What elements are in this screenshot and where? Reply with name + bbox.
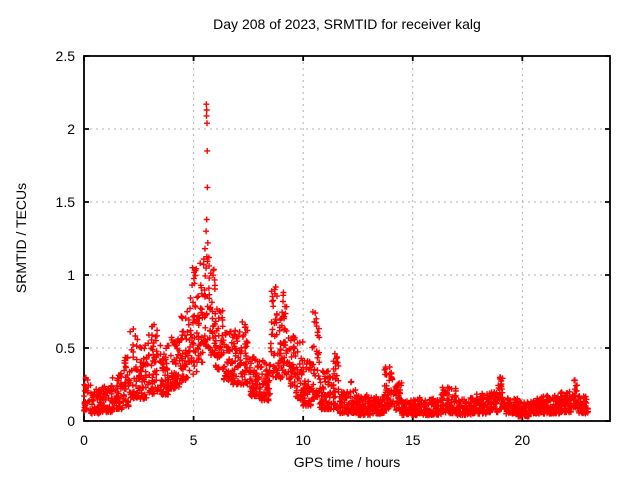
tick-marks xyxy=(83,55,610,422)
chart-title: Day 208 of 2023, SRMTID for receiver kal… xyxy=(213,16,481,32)
x-tick-label: 0 xyxy=(80,432,88,448)
x-tick-label: 5 xyxy=(190,432,198,448)
x-tick-label: 15 xyxy=(405,432,421,448)
y-tick-label: 2 xyxy=(67,121,75,137)
y-tick-label: 2.5 xyxy=(56,48,76,64)
y-tick-label: 0 xyxy=(67,413,75,429)
x-tick-label: 20 xyxy=(515,432,531,448)
y-tick-label: 0.5 xyxy=(56,340,76,356)
plot-border xyxy=(83,55,611,422)
y-tick-label: 1.5 xyxy=(56,194,76,210)
scatter-points xyxy=(81,101,591,420)
x-tick-label: 10 xyxy=(295,432,311,448)
y-tick-label: 1 xyxy=(67,267,75,283)
y-axis-label: SRMTID / TECUs xyxy=(13,182,29,294)
x-axis-label: GPS time / hours xyxy=(293,454,401,470)
